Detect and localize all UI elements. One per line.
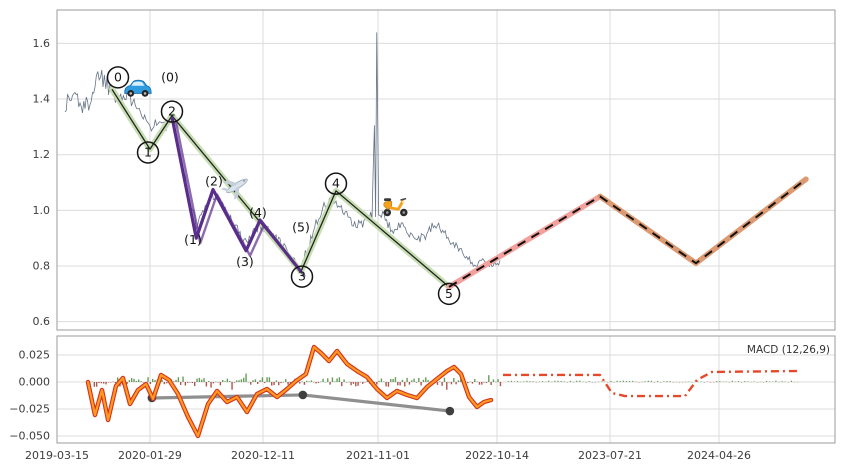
x-tick-label: 2023-07-21	[578, 449, 642, 462]
panel-borders	[56, 9, 836, 444]
wave-label: (4)	[249, 205, 267, 220]
wave-labels: 0 (0) 1 2 (1) (2) (3) (4) (5) 3 4 5	[106, 66, 461, 306]
scooter-icon	[383, 197, 408, 217]
wave-label: 2	[168, 104, 176, 119]
wave-icons	[124, 79, 408, 217]
y-tick-label: 1.2	[33, 148, 51, 161]
x-tick-label: 2019-03-15	[25, 449, 89, 462]
x-tick-label: 2020-12-11	[231, 449, 295, 462]
y-tick-label: 0.6	[33, 315, 51, 328]
x-tick-label: 2024-04-26	[687, 449, 751, 462]
axis-labels: 2019-03-15 2020-01-29 2020-12-11 2021-11-01…	[9, 37, 751, 462]
x-tick-label: 2021-11-01	[346, 449, 410, 462]
car-icon	[124, 79, 152, 97]
wave-label-circle	[106, 66, 130, 89]
sub-wave-line	[170, 116, 306, 278]
wave-label-circle	[290, 265, 314, 288]
price-series	[64, 32, 501, 275]
airplane-icon	[221, 178, 248, 200]
wave-label-circle	[160, 100, 184, 123]
wave-label: 0	[114, 69, 122, 84]
x-tick-label: 2020-01-29	[118, 449, 182, 462]
y-tick-label: −0.050	[9, 429, 50, 442]
wave-label: (2)	[205, 174, 223, 189]
wave-label: (1)	[184, 232, 202, 247]
y-tick-label: 1.6	[33, 37, 51, 50]
divergence-dot	[298, 390, 308, 400]
wave-label: (0)	[161, 69, 179, 84]
projection-line	[446, 176, 809, 290]
wave-label-circle	[437, 282, 461, 306]
grid	[56, 10, 835, 443]
wave-label: 5	[445, 286, 453, 301]
wave-label: 3	[298, 269, 306, 284]
wave-label: (5)	[292, 220, 310, 235]
wave-label: (3)	[236, 254, 254, 269]
macd-line	[85, 344, 494, 439]
y-tick-label: −0.025	[9, 402, 50, 415]
divergence-dot	[445, 406, 455, 416]
y-tick-label: 1.4	[33, 93, 51, 106]
y-tick-label: 1.0	[33, 204, 51, 217]
macd-projection	[503, 369, 801, 398]
x-tick-label: 2022-10-14	[465, 449, 529, 462]
y-tick-label: 0.8	[33, 260, 51, 273]
wave-label: 4	[332, 176, 340, 191]
primary-wave-line	[109, 86, 453, 290]
wave-label: 1	[144, 144, 152, 159]
y-tick-label: 0.000	[19, 375, 51, 388]
wave-label-circle	[324, 172, 348, 195]
y-tick-label: 0.025	[19, 349, 51, 362]
macd-legend-label: MACD (12,26,9)	[746, 344, 830, 356]
wave-label-circle	[136, 141, 160, 164]
